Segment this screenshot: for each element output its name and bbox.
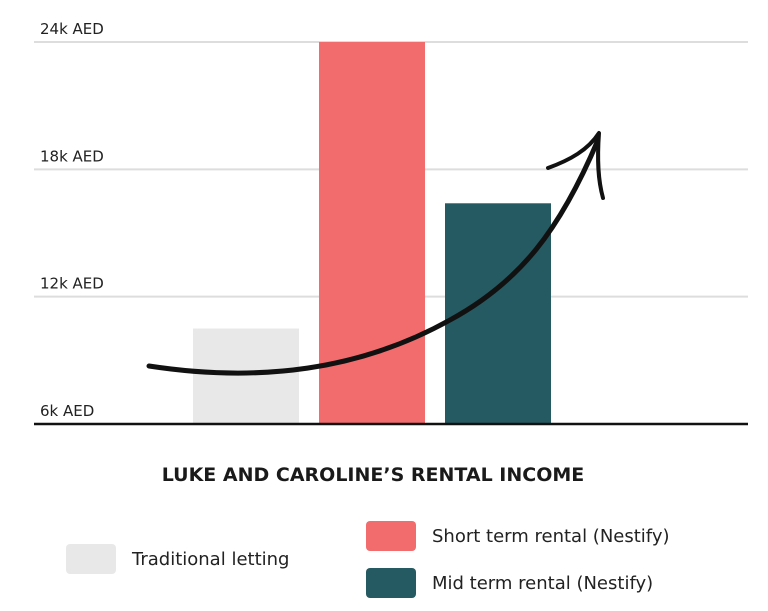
chart-title: LUKE AND CAROLINE’S RENTAL INCOME <box>162 464 585 486</box>
legend-label: Short term rental (Nestify) <box>432 525 670 547</box>
legend-item-mid-term: Mid term rental (Nestify) <box>366 568 653 598</box>
y-tick-label: 18k AED <box>40 147 104 165</box>
y-tick-label: 6k AED <box>40 402 94 420</box>
bar-2 <box>319 42 425 424</box>
bar-1 <box>193 328 299 424</box>
y-tick-label: 12k AED <box>40 275 104 293</box>
legend-label: Traditional letting <box>132 548 290 570</box>
legend-item-traditional: Traditional letting <box>66 544 289 574</box>
legend-swatch <box>66 544 116 574</box>
legend-label: Mid term rental (Nestify) <box>432 572 654 594</box>
y-tick-label: 24k AED <box>40 20 104 38</box>
legend-swatch <box>366 568 416 598</box>
legend-item-short-term: Short term rental (Nestify) <box>366 521 670 551</box>
legend-swatch <box>366 521 416 551</box>
bars <box>193 42 551 424</box>
y-tick-labels: 6k AED 12k AED 18k AED 24k AED <box>40 20 104 420</box>
upward-trend-arrow-icon <box>146 131 605 376</box>
